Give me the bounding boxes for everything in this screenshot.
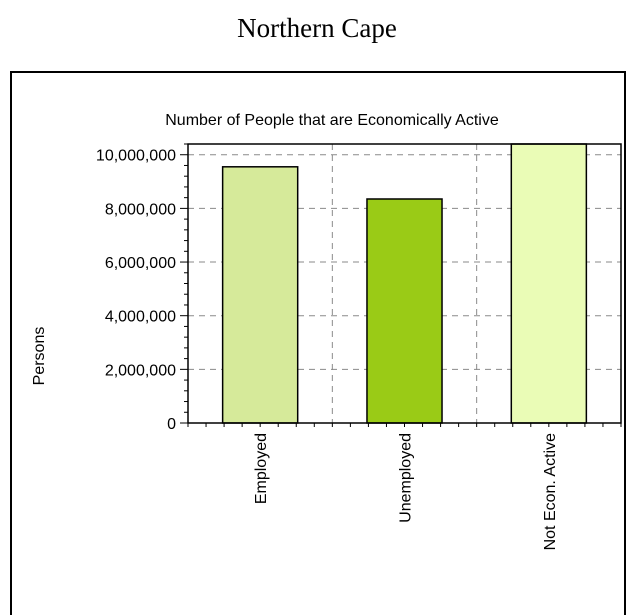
y-axis-label: Persons <box>31 327 48 386</box>
x-tick-labels: Employed Unemployed Not Econ. Active <box>253 433 559 550</box>
chart-frame: Number of People that are Economically A… <box>10 71 626 615</box>
bar-not-econ-active <box>510 143 588 424</box>
page-title: Northern Cape <box>237 13 397 43</box>
y-tick-label: 2,000,000 <box>105 362 176 379</box>
bar-employed <box>221 166 299 424</box>
y-tick-label: 0 <box>167 416 176 433</box>
x-tick-label: Unemployed <box>398 433 415 523</box>
x-tick-label: Employed <box>253 433 270 504</box>
axes <box>180 143 622 427</box>
y-tick-label: 8,000,000 <box>105 201 176 218</box>
grid-lines <box>188 144 621 423</box>
bars <box>221 143 588 424</box>
bar-chart: Number of People that are Economically A… <box>31 112 622 550</box>
x-tick-label: Not Econ. Active <box>542 433 559 550</box>
chart-title: Number of People that are Economically A… <box>165 112 499 129</box>
y-tick-labels: 0 2,000,000 4,000,000 6,000,000 8,000,000 10,… <box>96 148 176 433</box>
y-tick-label: 6,000,000 <box>105 255 176 272</box>
y-tick-label: 4,000,000 <box>105 309 176 326</box>
y-tick-label: 10,000,000 <box>96 148 176 165</box>
bar-unemployed <box>366 198 443 424</box>
